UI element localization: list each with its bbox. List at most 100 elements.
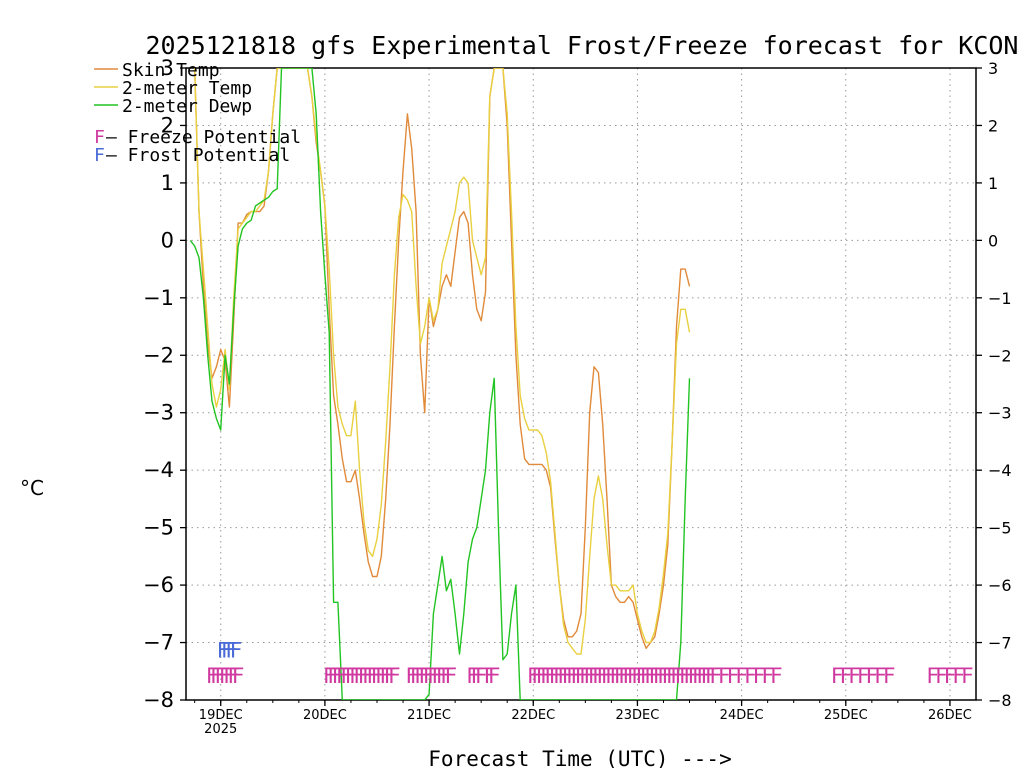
freeze-marker: F: [470, 664, 483, 688]
y-tick-label: −6: [143, 573, 174, 597]
freeze-marker: F: [675, 664, 688, 688]
freeze-marker: F: [588, 664, 601, 688]
freeze-marker: F: [657, 664, 670, 688]
freeze-marker: F: [436, 664, 449, 688]
freeze-marker: F: [718, 664, 731, 688]
freeze-marker: F: [622, 664, 635, 688]
y-tick-label-right: −8: [988, 691, 1012, 710]
freeze-marker: F: [358, 664, 371, 688]
freeze-marker: F: [583, 664, 596, 688]
x-tick-label: 21DEC: [407, 708, 451, 723]
y-tick-label-right: 2: [988, 116, 998, 135]
freeze-marker: F: [210, 664, 223, 688]
freeze-marker: F: [340, 664, 353, 688]
y-tick-label-right: −6: [988, 576, 1012, 595]
freeze-marker: F: [384, 664, 397, 688]
y-tick-label-right: −5: [988, 519, 1012, 538]
freeze-marker: F: [618, 664, 631, 688]
freeze-marker: F: [666, 664, 679, 688]
freeze-marker: F: [848, 664, 861, 688]
freeze-marker: F: [631, 664, 644, 688]
x-tick-label: 25DEC: [824, 708, 868, 723]
y-tick-label: −5: [143, 516, 174, 540]
freeze-marker: F: [466, 664, 479, 688]
freeze-marker: F: [596, 664, 609, 688]
freeze-marker: F: [744, 664, 757, 688]
y-tick-label-right: −4: [988, 461, 1012, 480]
freeze-marker: F: [475, 664, 488, 688]
y-tick-label: −1: [143, 286, 174, 310]
freeze-marker: F: [484, 664, 497, 688]
y-tick-label-right: −3: [988, 404, 1012, 423]
freeze-marker: F: [857, 664, 870, 688]
freeze-marker: F: [414, 664, 427, 688]
series-line-2-meter-dewp: [189, 68, 691, 700]
legend-potential-label: – Freeze Potential: [106, 127, 301, 148]
freeze-marker: F: [353, 664, 366, 688]
freeze-marker: F: [935, 664, 948, 688]
freeze-marker: F: [527, 664, 540, 688]
freeze-marker: F: [926, 664, 939, 688]
freeze-marker: F: [683, 664, 696, 688]
series-group: [189, 68, 691, 700]
y-tick-label: 3: [161, 56, 174, 80]
freeze-marker: F: [323, 664, 336, 688]
legend-label: Skin Temp: [122, 60, 220, 81]
freeze-marker: F: [223, 664, 236, 688]
freeze-marker: F: [227, 664, 240, 688]
frost-marker: F: [225, 638, 238, 662]
freeze-marker: F: [653, 664, 666, 688]
freeze-marker: F: [605, 664, 618, 688]
freeze-marker: F: [206, 664, 219, 688]
y-axis-left: 3 2 1 0 −1 −2 −3 −4 −5 −6 −7 −8: [143, 56, 186, 712]
y-tick-label: −3: [143, 401, 174, 425]
freeze-marker: F: [727, 664, 740, 688]
freeze-marker: F: [753, 664, 766, 688]
freeze-marker: F: [679, 664, 692, 688]
freeze-marker: F: [601, 664, 614, 688]
freeze-marker: F: [831, 664, 844, 688]
freeze-marker: F: [332, 664, 345, 688]
freeze-marker: F: [670, 664, 683, 688]
freeze-marker: F: [614, 664, 627, 688]
freeze-marker: F: [883, 664, 896, 688]
freeze-marker: F: [696, 664, 709, 688]
freeze-marker: F: [575, 664, 588, 688]
freeze-marker: F: [635, 664, 648, 688]
x-tick-label: 20DEC: [303, 708, 347, 723]
freeze-marker: F: [579, 664, 592, 688]
legend-potential-label: – Frost Potential: [106, 145, 290, 166]
freeze-marker: F: [562, 664, 575, 688]
x-tick-label: 26DEC: [928, 708, 972, 723]
freeze-marker: F: [549, 664, 562, 688]
freeze-marker: F: [405, 664, 418, 688]
freeze-marker: F: [640, 664, 653, 688]
grid: [186, 68, 976, 700]
legend-label: 2-meter Dewp: [122, 96, 252, 117]
y-tick-label-right: −1: [988, 289, 1012, 308]
freeze-marker: F: [362, 664, 375, 688]
frost-marker: F: [221, 638, 234, 662]
freeze-marker: F: [423, 664, 436, 688]
freeze-marker: F: [557, 664, 570, 688]
freeze-marker: F: [488, 664, 501, 688]
freeze-marker: F: [345, 664, 358, 688]
freeze-marker: F: [701, 664, 714, 688]
x-tick-label: 19DEC: [199, 708, 243, 723]
chart-title: 2025121818 gfs Experimental Frost/Freeze…: [146, 31, 1019, 60]
freeze-marker: F: [627, 664, 640, 688]
freeze-marker: F: [327, 664, 340, 688]
freeze-marker: F: [536, 664, 549, 688]
freeze-marker: F: [553, 664, 566, 688]
freeze-marker: F: [444, 664, 457, 688]
frost-marker: F: [217, 638, 230, 662]
freeze-marker: F: [609, 664, 622, 688]
freeze-marker: F: [770, 664, 783, 688]
freeze-marker: F: [379, 664, 392, 688]
freeze-marker: F: [418, 664, 431, 688]
freeze-marker: F: [839, 664, 852, 688]
x-tick-sublabel: 2025: [204, 722, 237, 737]
